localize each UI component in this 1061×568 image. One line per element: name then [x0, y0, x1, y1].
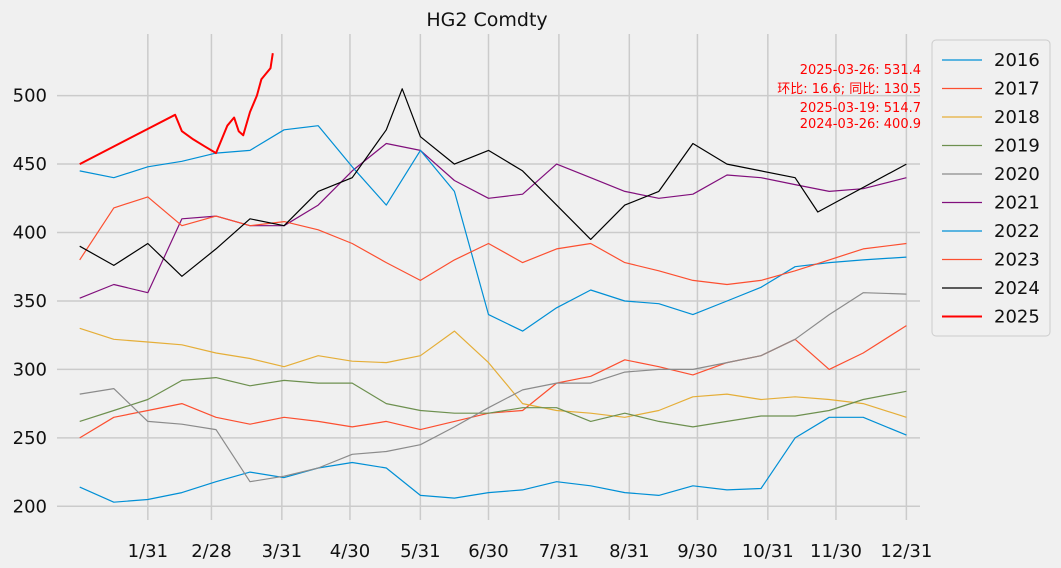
y-tick-label: 400	[13, 223, 47, 244]
series-line-2023	[79, 196, 907, 286]
y-tick-label: 500	[13, 86, 47, 107]
y-tick-label: 450	[13, 154, 47, 175]
chart-title: HG2 Comdty	[426, 9, 547, 31]
grid-lines	[57, 34, 920, 520]
legend-frame	[931, 39, 1051, 337]
legend-label-2018: 2018	[994, 107, 1040, 128]
x-tick-label: 12/31	[880, 541, 932, 562]
series-line-2020	[79, 292, 907, 483]
x-tick-label: 2/28	[191, 541, 231, 562]
legend: 2016 2017 2018 2019 2020 2021 2022 2023 2024 2025	[931, 39, 1051, 337]
annotation-box: 2025-03-26: 531.4 环比: 16.6; 同比: 130.5 20…	[777, 63, 921, 132]
x-tick-label: 5/31	[400, 541, 440, 562]
x-tick-label: 1/31	[128, 541, 168, 562]
x-tick-label: 10/31	[742, 541, 794, 562]
x-tick-label: 6/30	[468, 541, 508, 562]
y-tick-label: 250	[13, 428, 47, 449]
legend-label-2017: 2017	[994, 79, 1040, 100]
x-axis-tick-labels: 1/31 2/28 3/31 4/30 5/31 6/30 7/31 8/31 9/30 10/3…	[128, 541, 933, 562]
annotation-line-3: 2025-03-19: 514.7	[800, 101, 921, 116]
x-tick-label: 7/31	[539, 541, 579, 562]
y-tick-label: 200	[13, 496, 47, 517]
series-line-2024	[79, 88, 907, 277]
y-axis-tick-labels: 200 250 300 350 400 450 500	[13, 86, 47, 518]
legend-label-2019: 2019	[994, 136, 1040, 157]
legend-label-2023: 2023	[994, 250, 1040, 271]
annotation-line-4: 2024-03-26: 400.9	[800, 117, 921, 132]
series-line-2017	[79, 325, 907, 439]
series-line-2025	[79, 53, 274, 165]
x-tick-label: 11/30	[810, 541, 862, 562]
series-line-2018	[79, 327, 907, 418]
x-tick-label: 9/30	[677, 541, 717, 562]
annotation-line-2: 环比: 16.6; 同比: 130.5	[777, 82, 921, 97]
series-line-2016	[79, 416, 907, 503]
annotation-line-1: 2025-03-26: 531.4	[800, 63, 921, 78]
x-tick-label: 3/31	[262, 541, 302, 562]
x-tick-label: 4/30	[330, 541, 370, 562]
legend-label-2024: 2024	[994, 278, 1040, 299]
legend-label-2025: 2025	[994, 307, 1040, 328]
legend-label-2022: 2022	[994, 221, 1040, 242]
legend-label-2021: 2021	[994, 193, 1040, 214]
x-tick-label: 8/31	[609, 541, 649, 562]
legend-label-2016: 2016	[994, 50, 1040, 71]
series-line-2019	[79, 377, 907, 428]
series-lines	[79, 53, 907, 503]
y-tick-label: 300	[13, 359, 47, 380]
y-tick-label: 350	[13, 291, 47, 312]
legend-label-2020: 2020	[994, 164, 1040, 185]
